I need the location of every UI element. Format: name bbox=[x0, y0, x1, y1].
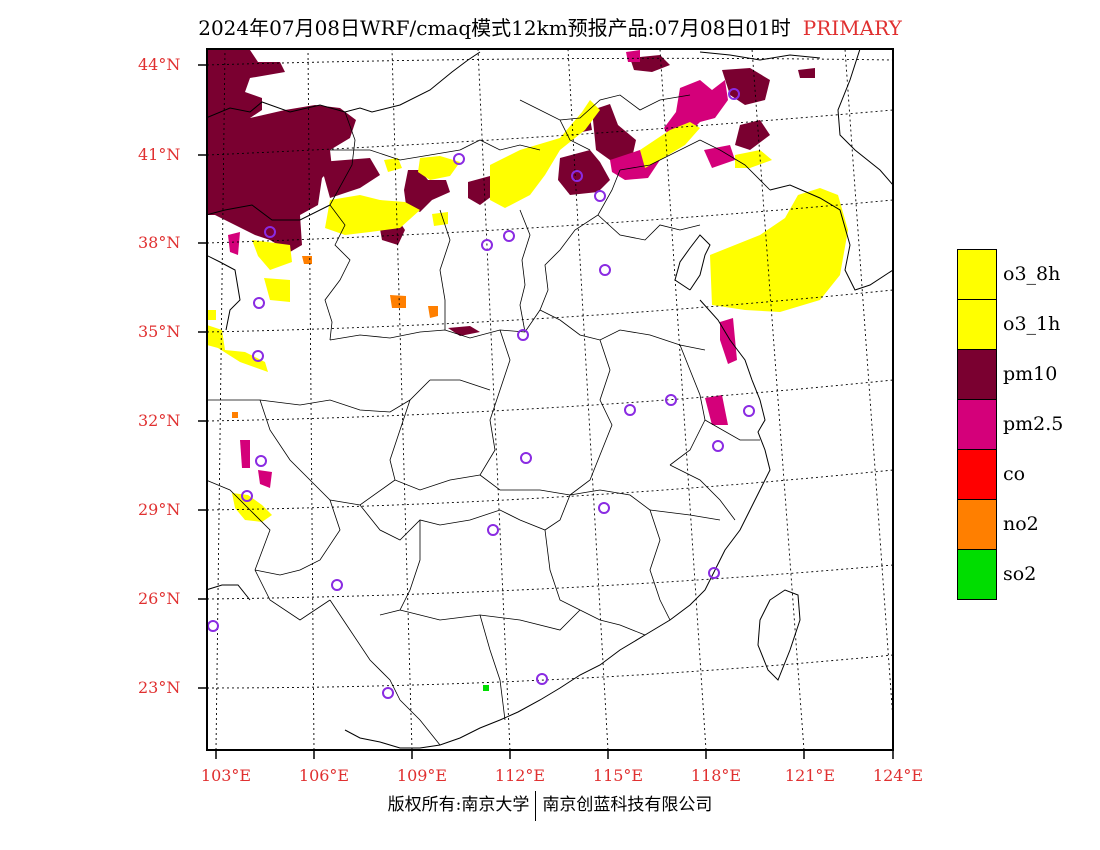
legend-swatch-co bbox=[957, 449, 997, 500]
copyright-footer: 版权所有:南京大学 南京创蓝科技有限公司 bbox=[0, 790, 1100, 821]
lon-label-109: 109°E bbox=[396, 766, 448, 785]
lon-label-124: 124°E bbox=[872, 766, 924, 785]
lon-label-121: 121°E bbox=[784, 766, 836, 785]
lon-label-118: 118°E bbox=[690, 766, 742, 785]
province-borders bbox=[207, 94, 771, 746]
footer-separator bbox=[535, 790, 537, 821]
copyright-owner: 版权所有:南京大学 bbox=[387, 795, 530, 815]
legend-label-o3-8h: o3_8h bbox=[1003, 263, 1061, 285]
title-text: 2024年07月08日WRF/cmaq模式12km预报产品:07月08日01时 bbox=[198, 16, 791, 40]
legend-swatch-o3-8h bbox=[957, 249, 997, 300]
copyright-company: 南京创蓝科技有限公司 bbox=[542, 795, 713, 815]
lat-label-38: 38°N bbox=[138, 233, 181, 252]
legend-swatch-pm10 bbox=[957, 349, 997, 400]
legend-label-co: co bbox=[1003, 463, 1026, 485]
legend-item-pm10: pm10 bbox=[957, 349, 1087, 400]
legend-label-pm2-5: pm2.5 bbox=[1003, 413, 1064, 435]
map-frame bbox=[206, 48, 894, 751]
legend-item-no2: no2 bbox=[957, 499, 1087, 550]
lat-label-41: 41°N bbox=[138, 145, 181, 164]
lat-label-32: 32°N bbox=[138, 411, 181, 430]
title-primary-tag: PRIMARY bbox=[802, 16, 902, 40]
lat-label-26: 26°N bbox=[138, 589, 181, 608]
pm2-5-area bbox=[228, 50, 737, 488]
lat-label-35: 35°N bbox=[138, 322, 181, 341]
lon-label-115: 115°E bbox=[592, 766, 644, 785]
monitoring-stations bbox=[207, 88, 755, 699]
legend-label-no2: no2 bbox=[1003, 513, 1039, 535]
legend-item-so2: so2 bbox=[957, 549, 1087, 600]
legend-item-co: co bbox=[957, 449, 1087, 500]
lat-label-29: 29°N bbox=[138, 500, 181, 519]
legend-item-o3-1h: o3_1h bbox=[957, 299, 1087, 350]
legend-swatch-no2 bbox=[957, 499, 997, 550]
graticule bbox=[207, 49, 893, 750]
lon-label-106: 106°E bbox=[298, 766, 350, 785]
legend-swatch-o3-1h bbox=[957, 299, 997, 350]
so2-point bbox=[483, 685, 489, 691]
lon-label-112: 112°E bbox=[494, 766, 546, 785]
lat-label-23: 23°N bbox=[138, 678, 181, 697]
legend-label-pm10: pm10 bbox=[1003, 363, 1058, 385]
no2-area bbox=[232, 256, 438, 418]
legend-item-o3-8h: o3_8h bbox=[957, 249, 1087, 300]
lon-label-103: 103°E bbox=[200, 766, 252, 785]
legend: o3_8h o3_1h pm10 pm2.5 co no2 so2 bbox=[957, 249, 1087, 600]
map-title: 2024年07月08日WRF/cmaq模式12km预报产品:07月08日01时 P… bbox=[0, 12, 1100, 41]
legend-swatch-pm2-5 bbox=[957, 399, 997, 450]
lat-label-44: 44°N bbox=[138, 55, 181, 74]
legend-label-so2: so2 bbox=[1003, 563, 1037, 585]
coastline bbox=[207, 49, 893, 749]
axis-ticks bbox=[198, 64, 894, 759]
legend-label-o3-1h: o3_1h bbox=[1003, 313, 1061, 335]
legend-item-pm2-5: pm2.5 bbox=[957, 399, 1087, 450]
legend-swatch-so2 bbox=[957, 549, 997, 600]
